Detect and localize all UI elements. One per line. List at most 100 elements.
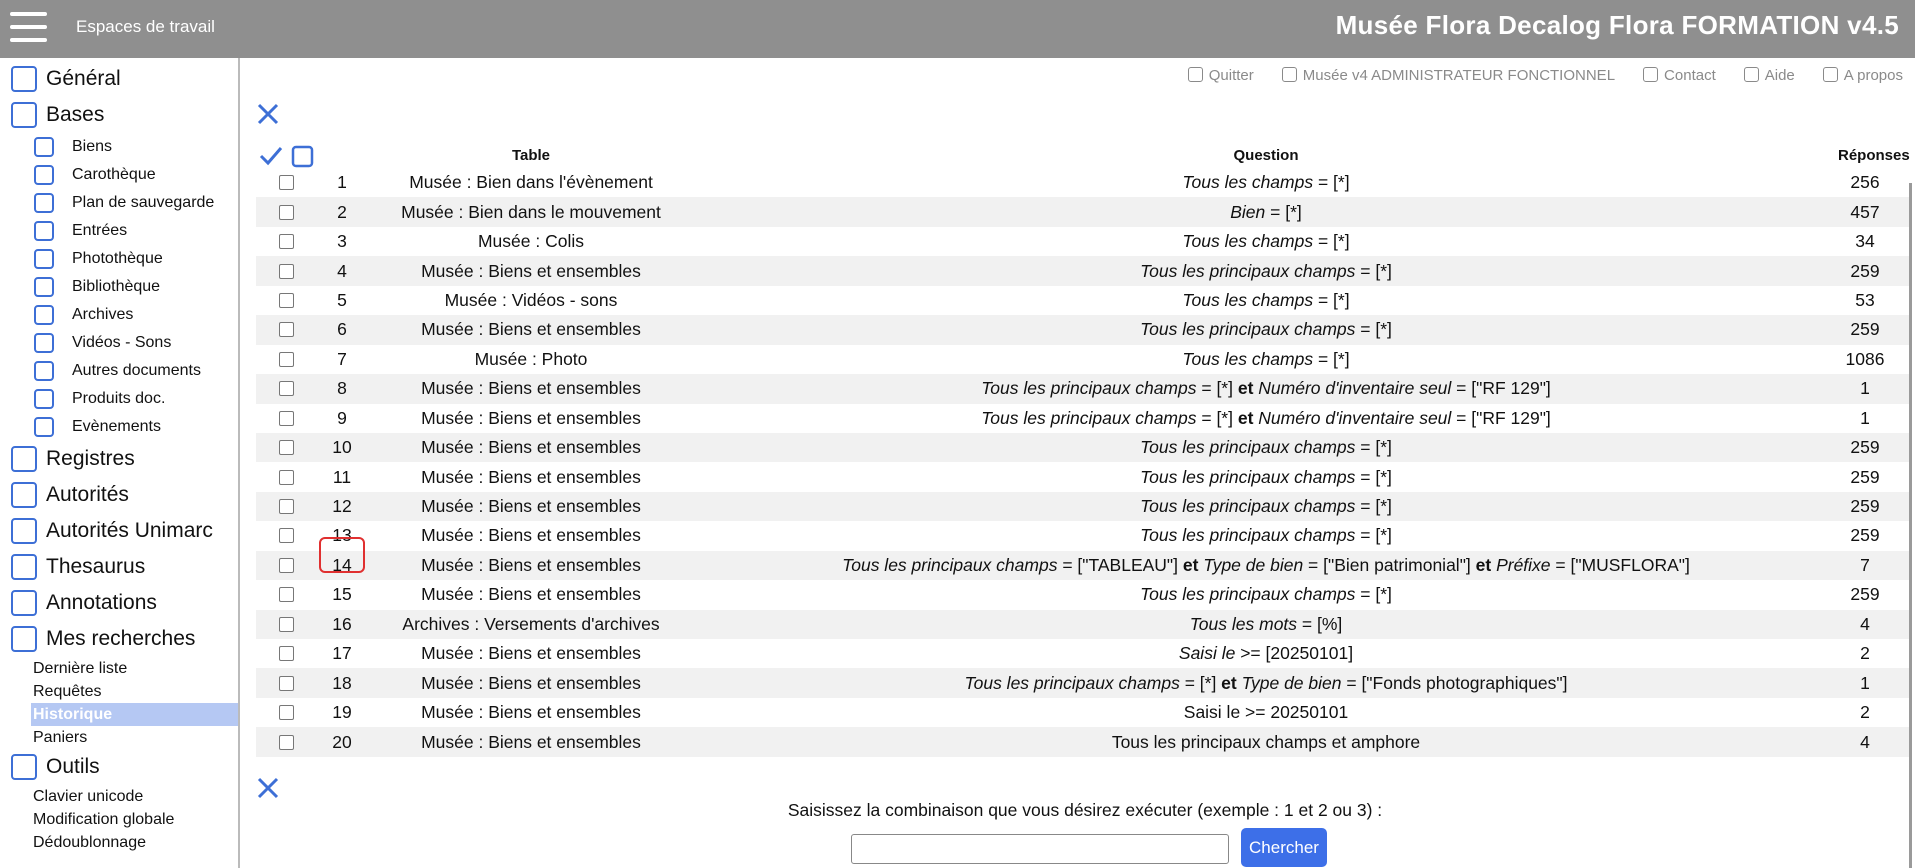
nav-label: Biens: [72, 138, 113, 155]
checkbox[interactable]: [278, 528, 294, 544]
checkbox[interactable]: [278, 292, 294, 308]
checkbox[interactable]: [278, 204, 294, 220]
nav-item[interactable]: Paniers: [0, 726, 238, 749]
checkbox[interactable]: [278, 616, 294, 632]
row-number: 16: [332, 613, 352, 634]
row-number: 1: [337, 172, 347, 193]
checkbox[interactable]: [278, 557, 294, 573]
nav-section[interactable]: Autorités Unimarc: [0, 513, 238, 549]
cell: [256, 175, 316, 191]
question-part: Tous les champs: [1182, 348, 1314, 369]
nav-item[interactable]: Evènements: [0, 413, 238, 441]
checkbox[interactable]: [278, 322, 294, 338]
checkbox[interactable]: [278, 587, 294, 603]
row-number: 2: [337, 201, 347, 222]
top-link[interactable]: Quitter: [1188, 67, 1254, 84]
top-link[interactable]: A propos: [1823, 67, 1903, 84]
workspaces[interactable]: Espaces de travail: [76, 17, 215, 36]
table-row: 20 Musée : Biens et ensembles Tous les pri…: [256, 727, 1911, 757]
row-number: 13: [332, 525, 352, 546]
nav-item[interactable]: Produits doc.: [0, 385, 238, 413]
table-name: Musée : Biens et ensembles: [421, 672, 641, 693]
close-icon[interactable]: [256, 776, 280, 800]
question: Tous les champs = [*]: [694, 290, 1838, 311]
top-link[interactable]: Contact: [1643, 67, 1716, 84]
question: Tous les champs = [*]: [694, 231, 1838, 252]
nav-section[interactable]: Mes recherches: [0, 621, 238, 657]
checkbox[interactable]: [278, 499, 294, 515]
nav-item[interactable]: Dernière liste: [0, 657, 238, 680]
close-icon[interactable]: [256, 102, 280, 126]
question: Tous les principaux champs = [*] et Type…: [694, 673, 1838, 694]
nav-item[interactable]: Requêtes: [0, 680, 238, 703]
combination-input[interactable]: [851, 834, 1229, 864]
nav-item[interactable]: Archives: [0, 301, 238, 329]
select-icons[interactable]: [259, 144, 315, 168]
question: Tous les principaux champs et amphore: [694, 732, 1838, 753]
table-row: 15 Musée : Biens et ensembles Tous les pri…: [256, 580, 1911, 609]
cell: [256, 440, 316, 456]
question-part: Tous les principaux champs: [1140, 584, 1356, 605]
nav-item[interactable]: Photothèque: [0, 245, 238, 273]
prompt: Saisissez la combinaison que vous désire…: [787, 800, 1383, 820]
question-part: = [*]: [1196, 407, 1238, 428]
checkbox[interactable]: [278, 646, 294, 662]
nav-icon: [34, 249, 54, 269]
row-number: 10: [332, 437, 352, 458]
search-button[interactable]: Chercher: [1241, 828, 1327, 867]
nav-item[interactable]: Clavier unicode: [0, 785, 238, 808]
top-link[interactable]: Musée v4 ADMINISTRATEUR FONCTIONNEL: [1282, 67, 1615, 84]
checkbox[interactable]: [278, 675, 294, 691]
question-part: = [*]: [1355, 496, 1392, 517]
nav-section[interactable]: Autorités: [0, 477, 238, 513]
checkbox[interactable]: [278, 351, 294, 367]
table-name: Musée : Biens et ensembles: [421, 437, 641, 458]
nav-item[interactable]: Autres documents: [0, 357, 238, 385]
nav-item[interactable]: Entrées: [0, 217, 238, 245]
row-number: 5: [337, 289, 347, 310]
question-part: Tous les champs: [1182, 231, 1314, 252]
nav-item[interactable]: Modification globale: [0, 808, 238, 831]
checkbox[interactable]: [278, 234, 294, 250]
nav-section[interactable]: Outils: [0, 749, 238, 785]
nav-item[interactable]: Plan de sauvegarde: [0, 189, 238, 217]
cell: [256, 381, 316, 397]
nav-label: Carothèque: [72, 166, 156, 183]
checkbox[interactable]: [278, 705, 294, 721]
nav-section[interactable]: Annotations: [0, 585, 238, 621]
nav-item[interactable]: Carothèque: [0, 161, 238, 189]
nav-section[interactable]: Général: [0, 61, 238, 97]
nav-label: Archives: [72, 306, 134, 323]
nav-section[interactable]: Registres: [0, 441, 238, 477]
scrollbar[interactable]: [1909, 183, 1912, 868]
responses: 4: [1860, 613, 1870, 634]
nav-label: Dernière liste: [33, 659, 128, 677]
nav-item[interactable]: Historique: [31, 703, 238, 726]
nav-item[interactable]: Vidéos - Sons: [0, 329, 238, 357]
checkbox[interactable]: [278, 175, 294, 191]
nav-item[interactable]: Biens: [0, 133, 238, 161]
checkbox[interactable]: [278, 263, 294, 279]
question-part: = [%]: [1297, 613, 1343, 634]
checkbox[interactable]: [278, 381, 294, 397]
checkbox[interactable]: [278, 410, 294, 426]
nav-label: Plan de sauvegarde: [72, 194, 215, 211]
checkbox[interactable]: [278, 734, 294, 750]
checkbox[interactable]: [278, 469, 294, 485]
question-part: = [*]: [1313, 172, 1350, 193]
cell: [256, 469, 316, 485]
checkbox[interactable]: [278, 440, 294, 456]
nav-item[interactable]: Bibliothèque: [0, 273, 238, 301]
table-name: Musée : Biens et ensembles: [421, 319, 641, 340]
menu-button[interactable]: [10, 12, 47, 42]
question: Tous les principaux champs = [*]: [694, 467, 1838, 488]
table-row: 11 Musée : Biens et ensembles Tous les pri…: [256, 462, 1911, 491]
question-part: = [*]: [1355, 319, 1392, 340]
cell: [256, 292, 316, 308]
question-part: Tous les principaux champs: [981, 407, 1197, 428]
top-link[interactable]: Aide: [1744, 67, 1795, 84]
nav-section[interactable]: Thesaurus: [0, 549, 238, 585]
nav-section[interactable]: Bases: [0, 97, 238, 133]
nav-item[interactable]: Dédoublonnage: [0, 831, 238, 854]
